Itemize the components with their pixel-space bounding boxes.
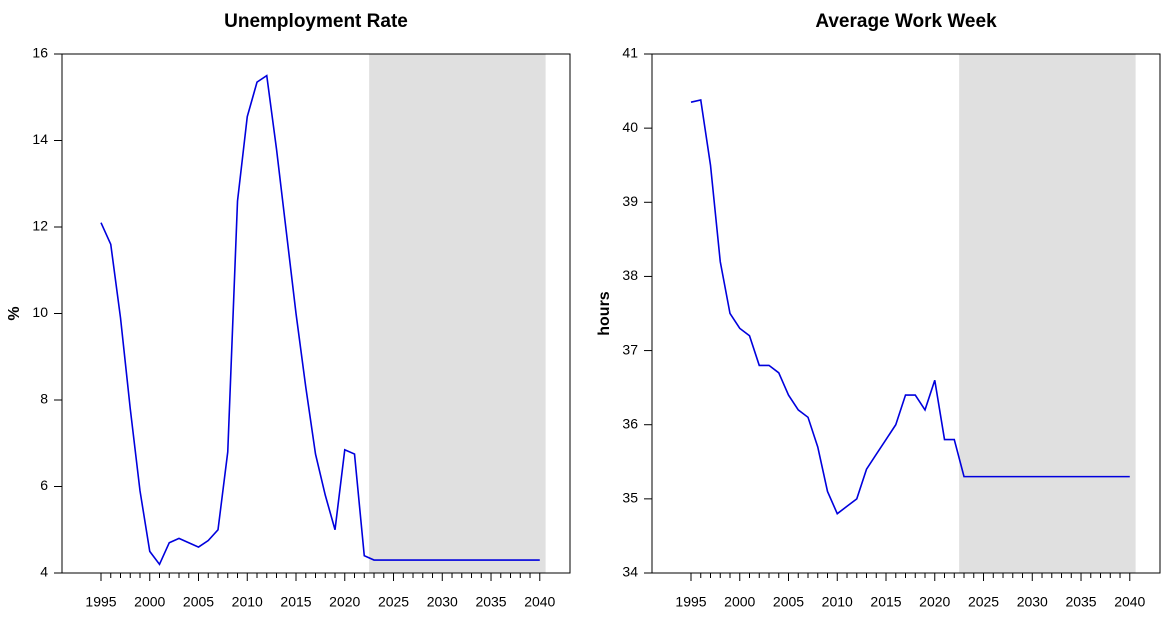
chart-title: Unemployment Rate: [224, 11, 408, 32]
x-tick-label: 2030: [427, 594, 458, 610]
x-tick-label: 2000: [134, 594, 165, 610]
y-tick-label: 6: [40, 477, 48, 493]
x-tick-label: 2030: [1017, 594, 1048, 610]
x-tick-label: 2040: [524, 594, 555, 610]
y-axis-label: %: [6, 306, 23, 320]
plot-frame: [651, 53, 1161, 574]
x-tick-label: 2025: [378, 594, 409, 610]
x-tick-label: 2010: [822, 594, 853, 610]
y-axis-label: hours: [596, 291, 613, 336]
plot-frame: [61, 53, 571, 574]
x-tick-label: 2020: [329, 594, 360, 610]
y-tick-label: 10: [32, 304, 48, 320]
chart-title: Average Work Week: [815, 11, 997, 32]
x-tick-label: 2040: [1114, 594, 1145, 610]
y-tick-label: 36: [622, 415, 638, 431]
x-tick-label: 2025: [968, 594, 999, 610]
y-tick-label: 8: [40, 391, 48, 407]
data-line: [100, 74, 540, 566]
y-tick-label: 35: [622, 490, 638, 506]
y-tick-label: 40: [622, 119, 638, 135]
x-tick-label: 2015: [280, 594, 311, 610]
shaded-region: [369, 54, 546, 573]
y-tick-label: 4: [40, 564, 48, 580]
y-tick-label: 12: [32, 218, 48, 234]
x-tick-label: 2035: [475, 594, 506, 610]
y-tick-label: 38: [622, 267, 638, 283]
x-tick-label: 1995: [675, 594, 706, 610]
x-tick-label: 2010: [232, 594, 263, 610]
x-tick-label: 2015: [870, 594, 901, 610]
y-tick-label: 39: [622, 193, 638, 209]
data-line: [690, 98, 1130, 515]
x-tick-label: 2035: [1065, 594, 1096, 610]
x-tick-label: 2000: [724, 594, 755, 610]
shaded-region: [959, 54, 1136, 573]
x-tick-label: 2020: [919, 594, 950, 610]
x-tick-label: 2005: [183, 594, 214, 610]
y-tick-label: 14: [32, 131, 48, 147]
y-tick-label: 41: [622, 45, 638, 61]
y-tick-label: 37: [622, 341, 638, 357]
x-tick-label: 2005: [773, 594, 804, 610]
y-tick-label: 16: [32, 45, 48, 61]
x-tick-label: 1995: [85, 594, 116, 610]
y-tick-label: 34: [622, 564, 638, 580]
